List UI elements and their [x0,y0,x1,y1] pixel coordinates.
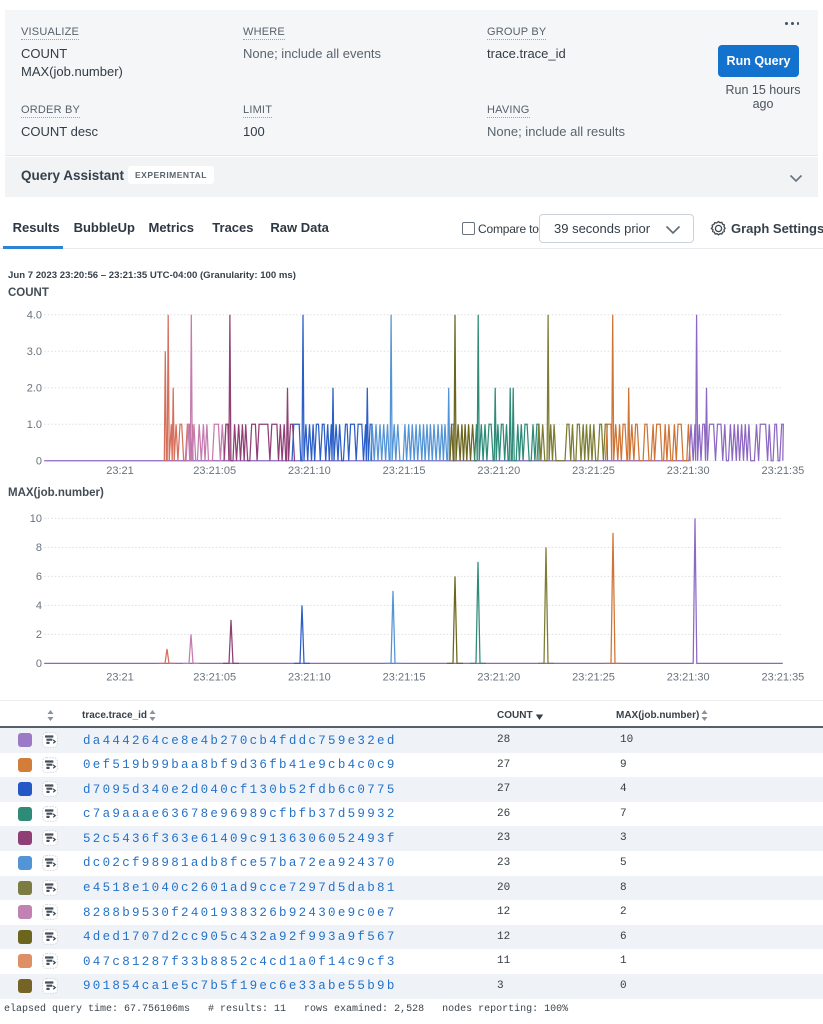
svg-text:6: 6 [36,571,42,583]
svg-text:23:21:20: 23:21:20 [477,465,520,477]
svg-text:8: 8 [36,542,42,554]
svg-text:23:21:25: 23:21:25 [572,671,615,683]
svg-text:10: 10 [30,513,42,525]
svg-text:0: 0 [36,455,42,467]
svg-text:23:21:35: 23:21:35 [761,465,804,477]
svg-text:3.0: 3.0 [27,346,42,358]
svg-text:4.0: 4.0 [27,309,42,321]
svg-text:2: 2 [36,629,42,641]
svg-text:23:21:05: 23:21:05 [193,465,236,477]
svg-text:2.0: 2.0 [27,382,42,394]
svg-text:23:21:15: 23:21:15 [383,465,426,477]
svg-text:23:21:30: 23:21:30 [667,671,710,683]
svg-text:23:21:25: 23:21:25 [572,465,615,477]
svg-text:23:21: 23:21 [106,465,134,477]
svg-text:1.0: 1.0 [27,419,42,431]
svg-text:23:21:10: 23:21:10 [288,465,331,477]
svg-text:23:21:30: 23:21:30 [667,465,710,477]
svg-text:23:21:10: 23:21:10 [288,671,331,683]
svg-text:23:21:20: 23:21:20 [477,671,520,683]
svg-text:23:21:05: 23:21:05 [193,671,236,683]
svg-text:23:21:35: 23:21:35 [761,671,804,683]
svg-text:4: 4 [36,600,42,612]
svg-text:23:21:15: 23:21:15 [383,671,426,683]
svg-text:0: 0 [36,658,42,670]
svg-text:23:21: 23:21 [106,671,134,683]
